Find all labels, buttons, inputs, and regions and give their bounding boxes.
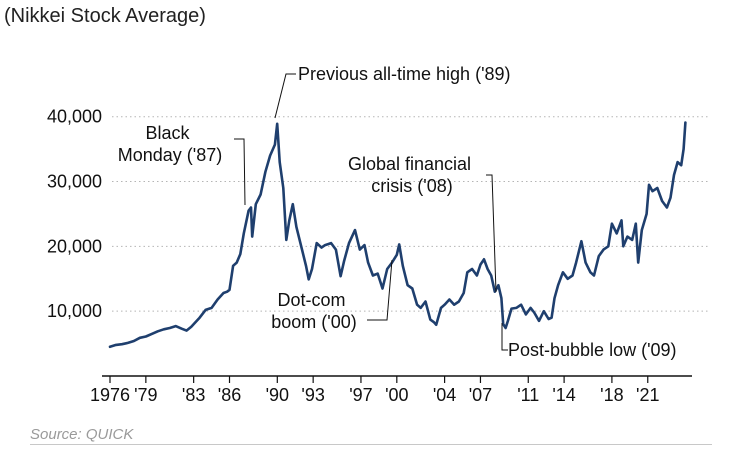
x-tick-label: 1976 [90, 385, 130, 405]
dot-com-leader [367, 259, 393, 321]
x-tick-label: '07 [469, 385, 492, 405]
annotation-dot-com: Dot-com boom ('00) [271, 259, 393, 332]
y-tick-label: 30,000 [47, 172, 102, 192]
black-monday-leader [234, 138, 246, 206]
x-axis-ticks: 1976'79 '83 '86 '90 '93 '97 '00 '04 '07 '11 '14 '18… [90, 376, 659, 405]
x-tick-label: '83 [182, 385, 205, 405]
x-tick-label: '04 [433, 385, 456, 405]
x-tick-label: '86 [218, 385, 241, 405]
x-tick-label: '14 [552, 385, 575, 405]
gfc-leader [486, 174, 497, 293]
black-monday-label: Black Monday ('87) [118, 123, 222, 165]
x-tick-label: '90 [266, 385, 289, 405]
post-bubble-leader [501, 323, 508, 351]
gfc-label: Global financial crisis ('08) [348, 154, 476, 196]
x-tick-label: '11 [517, 385, 539, 405]
x-tick-label: '97 [349, 385, 372, 405]
y-tick-label: 10,000 [47, 301, 102, 321]
source-note: Source: QUICK [30, 426, 134, 443]
x-tick-label: '21 [636, 385, 659, 405]
dot-com-label: Dot-com boom ('00) [271, 290, 356, 332]
y-axis-ticks: 10,000 20,000 30,000 40,000 [47, 107, 102, 321]
annotation-gfc: Global financial crisis ('08) [348, 154, 497, 293]
post-bubble-label: Post-bubble low ('09) [508, 340, 677, 360]
annotation-all-time-high: Previous all-time high ('89) [274, 64, 511, 119]
x-tick-label: '93 [301, 385, 324, 405]
nikkei-series-line [108, 121, 687, 349]
footer-divider [30, 444, 712, 445]
x-tick-label: '79 [134, 385, 157, 405]
annotation-post-bubble-low: Post-bubble low ('09) [501, 323, 677, 360]
all-time-high-leader [274, 73, 296, 119]
all-time-high-label: Previous all-time high ('89) [298, 64, 511, 84]
gridlines [112, 116, 710, 312]
x-tick-label: '00 [385, 385, 408, 405]
annotation-black-monday: Black Monday ('87) [118, 123, 246, 206]
chart-subtitle: (Nikkei Stock Average) [4, 5, 206, 27]
y-tick-label: 20,000 [47, 236, 102, 256]
y-tick-label: 40,000 [47, 107, 102, 127]
x-tick-label: '18 [600, 385, 623, 405]
